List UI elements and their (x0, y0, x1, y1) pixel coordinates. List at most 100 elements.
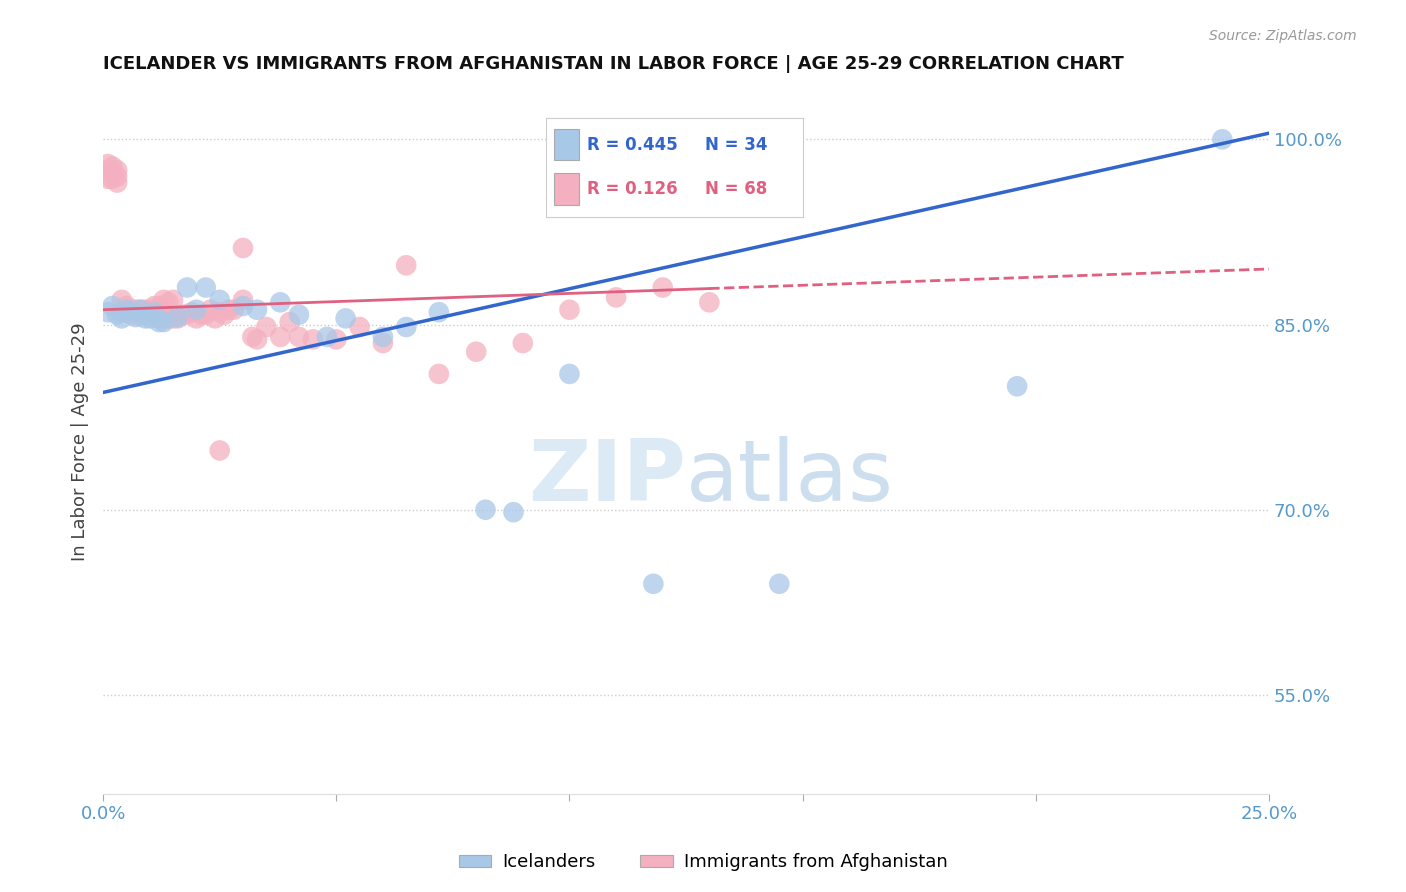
Point (111, 305, 134, 319)
Point (232, 241, 254, 255)
Point (254, 320, 277, 334)
Point (246, 332, 269, 346)
Point (176, 280, 198, 294)
Point (1211, 132, 1233, 146)
Point (97, 163, 120, 178)
Point (143, 299, 166, 313)
Point (134, 302, 156, 317)
Point (115, 299, 138, 313)
Point (325, 332, 347, 346)
Point (105, 308, 128, 322)
Point (111, 293, 134, 307)
Point (139, 308, 162, 322)
Point (129, 302, 152, 317)
Point (97, 305, 120, 319)
Point (316, 330, 339, 344)
Point (288, 308, 311, 322)
Point (204, 311, 226, 326)
Point (115, 305, 138, 319)
Point (152, 315, 174, 329)
Point (105, 176, 128, 190)
Point (465, 344, 488, 359)
Point (190, 308, 212, 322)
Point (125, 310, 148, 325)
Point (101, 160, 124, 174)
Point (269, 330, 291, 344)
Point (208, 305, 231, 319)
Point (120, 305, 142, 319)
Point (643, 576, 665, 591)
Point (134, 308, 156, 322)
Point (699, 295, 721, 310)
Point (395, 258, 418, 272)
Point (427, 305, 450, 319)
Point (208, 293, 231, 307)
Point (768, 576, 790, 591)
Point (1005, 379, 1028, 393)
Text: atlas: atlas (686, 435, 894, 518)
Point (166, 311, 188, 326)
Point (218, 302, 240, 317)
Point (474, 502, 496, 516)
Point (148, 315, 170, 329)
Point (120, 302, 142, 317)
Point (134, 311, 156, 326)
Point (288, 330, 311, 344)
Point (172, 308, 194, 322)
Point (129, 308, 152, 322)
Point (222, 302, 245, 317)
Point (180, 305, 202, 319)
Point (101, 299, 124, 313)
Point (371, 336, 394, 351)
Point (208, 443, 231, 458)
Point (120, 308, 142, 322)
Point (269, 295, 291, 310)
Point (502, 505, 524, 519)
Point (125, 308, 148, 322)
Point (139, 302, 162, 317)
Point (349, 320, 371, 334)
Point (512, 336, 534, 351)
Point (186, 302, 208, 317)
Point (152, 308, 174, 322)
Point (214, 308, 236, 322)
Point (162, 311, 184, 326)
Point (651, 280, 673, 294)
Point (129, 302, 152, 317)
Point (97, 172, 120, 186)
Point (105, 169, 128, 184)
Point (240, 330, 263, 344)
Point (371, 330, 394, 344)
Point (148, 299, 170, 313)
Legend: Icelanders, Immigrants from Afghanistan: Icelanders, Immigrants from Afghanistan (451, 847, 955, 879)
Point (278, 315, 301, 329)
Point (558, 367, 581, 381)
Text: Source: ZipAtlas.com: Source: ZipAtlas.com (1209, 29, 1357, 43)
Point (558, 302, 581, 317)
Point (143, 308, 166, 322)
Text: ICELANDER VS IMMIGRANTS FROM AFGHANISTAN IN LABOR FORCE | AGE 25-29 CORRELATION : ICELANDER VS IMMIGRANTS FROM AFGHANISTAN… (103, 55, 1123, 73)
Point (143, 305, 166, 319)
Point (105, 163, 128, 178)
Point (152, 293, 174, 307)
Point (101, 172, 124, 186)
Point (101, 167, 124, 181)
Y-axis label: In Labor Force | Age 25-29: In Labor Force | Age 25-29 (72, 323, 89, 561)
Point (395, 320, 418, 334)
Point (162, 293, 184, 307)
Point (139, 311, 162, 326)
Point (246, 302, 269, 317)
Point (194, 280, 217, 294)
Point (148, 311, 170, 326)
Point (157, 295, 180, 310)
Point (166, 310, 188, 325)
Point (157, 311, 180, 326)
Point (97, 157, 120, 171)
Point (232, 299, 254, 313)
Point (200, 302, 222, 317)
Point (176, 308, 198, 322)
Point (125, 302, 148, 317)
Point (335, 311, 357, 326)
Point (115, 305, 138, 319)
Point (427, 367, 450, 381)
